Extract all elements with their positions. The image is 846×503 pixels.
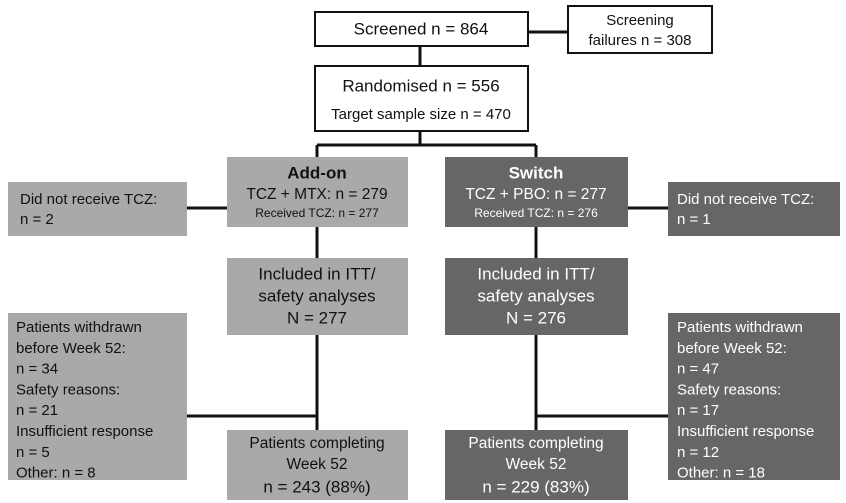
itt-label: safety analyses [477,286,594,305]
completing-label: Week 52 [287,456,348,473]
itt-box [445,258,628,335]
screened-label: Screened n = 864 [354,19,489,38]
not-received-label: Did not receive TCZ: [20,191,157,208]
itt-label: Included in ITT/ [258,264,375,283]
withdrawn-label: Insufficient response [16,423,153,440]
not-received-box [668,182,840,236]
withdrawn-label: Insufficient response [677,423,814,440]
completing-label: Week 52 [506,456,567,473]
randomised-box [314,65,529,132]
arm-treatment: TCZ + MTX: n = 279 [246,186,387,203]
withdrawn-label: Safety reasons: [677,381,781,398]
completing-label: Patients completing [468,435,603,452]
arm-box [445,157,628,227]
arm-received: Received TCZ: n = 277 [255,206,379,220]
screening-failures-label: failures n = 308 [589,32,692,49]
completing-box [227,430,408,500]
not-received-label: Did not receive TCZ: [677,191,814,208]
itt-box [227,258,408,335]
withdrawn-label: n = 47 [677,361,719,378]
randomised-label: Randomised n = 556 [342,76,499,95]
screened-box [314,11,529,47]
withdrawn-label: n = 5 [16,444,50,461]
not-received-label: n = 1 [677,211,711,228]
completing-label: n = 229 (83%) [482,477,589,496]
target-label: Target sample size n = 470 [331,106,511,123]
withdrawn-box [668,313,840,480]
withdrawn-label: n = 17 [677,402,719,419]
completing-label: n = 243 (88%) [263,477,370,496]
arm-box [227,157,408,227]
itt-label: Included in ITT/ [477,264,594,283]
arm-title: Switch [509,163,564,182]
completing-label: Patients completing [249,435,384,452]
itt-label: safety analyses [258,286,375,305]
connectors [187,30,668,430]
itt-label: N = 276 [506,308,566,327]
switch-arm: Switch TCZ + PBO: n = 277 Received TCZ: … [445,157,840,500]
arm-treatment: TCZ + PBO: n = 277 [465,186,606,203]
withdrawn-label: n = 21 [16,402,58,419]
completing-box [445,430,628,500]
withdrawn-label: Patients withdrawn [677,319,803,336]
screening-failures-label: Screening [606,12,674,29]
withdrawn-label: n = 34 [16,361,58,378]
withdrawn-box [8,313,187,480]
withdrawn-label: before Week 52: [16,340,126,357]
arm-received: Received TCZ: n = 276 [474,206,598,220]
screening-failures-box [567,5,713,54]
not-received-label: n = 2 [20,211,54,228]
withdrawn-label: Other: n = 8 [16,465,96,482]
withdrawn-label: Other: n = 18 [677,465,765,482]
withdrawn-label: Patients withdrawn [16,319,142,336]
withdrawn-label: before Week 52: [677,340,787,357]
withdrawn-label: n = 12 [677,444,719,461]
arm-title: Add-on [287,163,346,182]
withdrawn-label: Safety reasons: [16,381,120,398]
itt-label: N = 277 [287,308,347,327]
add-on-arm: Add-on TCZ + MTX: n = 279 Received TCZ: … [8,157,408,500]
not-received-box [8,182,187,236]
